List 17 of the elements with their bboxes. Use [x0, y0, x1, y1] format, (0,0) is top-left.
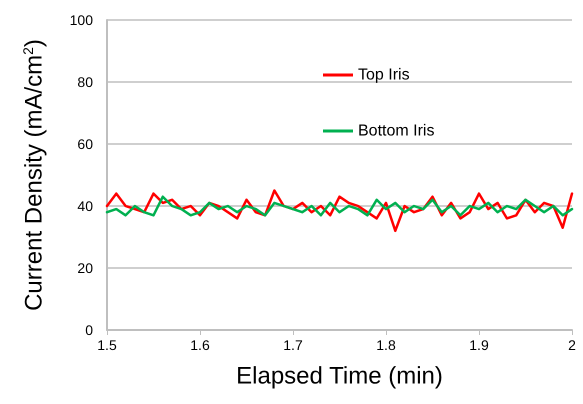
x-tick-label: 1.8: [376, 337, 396, 353]
x-tick-label: 2: [568, 337, 576, 353]
y-tick-label: 0: [85, 322, 94, 338]
x-tick-label: 1.9: [469, 337, 489, 353]
legend-label: Bottom Iris: [358, 122, 434, 140]
y-tick-label: 60: [77, 136, 94, 152]
x-axis-title: Elapsed Time (min): [236, 362, 443, 390]
y-tick-label: 80: [77, 74, 94, 90]
y-tick-label: 20: [77, 260, 94, 276]
y-tick-label: 100: [70, 12, 94, 28]
x-tick-label: 1.7: [283, 337, 303, 353]
x-tick-label: 1.5: [97, 337, 117, 353]
x-tick-label: 1.6: [190, 337, 210, 353]
legend-label: Top Iris: [358, 66, 410, 84]
y-axis-title: Current Density (mA/cm2): [20, 39, 48, 311]
line-series: [106, 195, 574, 217]
y-tick-label: 40: [77, 198, 94, 214]
